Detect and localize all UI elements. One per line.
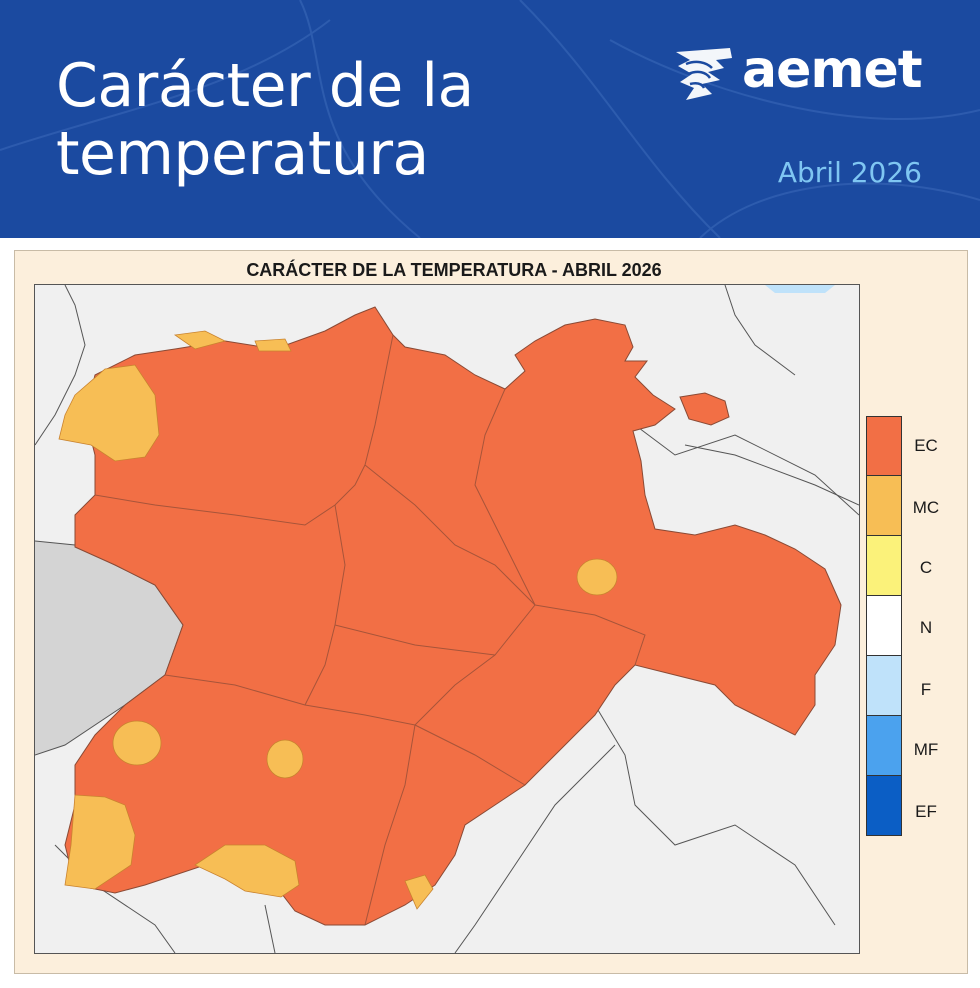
legend-label-mc: MC bbox=[912, 498, 940, 517]
report-month: Abril 2026 bbox=[777, 156, 922, 189]
temperature-map bbox=[34, 284, 860, 954]
legend-swatch-ef bbox=[866, 776, 902, 836]
mc-areas bbox=[58, 330, 618, 910]
legend-label-ec: EC bbox=[914, 436, 938, 455]
legend-label-c: C bbox=[919, 558, 933, 577]
legend-label-ef: EF bbox=[915, 802, 937, 821]
legend-swatch-mc bbox=[866, 476, 902, 536]
header-banner: Carácter de la temperatura aemet Abril 2… bbox=[0, 0, 980, 238]
sea-area bbox=[765, 285, 835, 293]
legend-swatch-mf bbox=[866, 716, 902, 776]
portugal-area bbox=[35, 541, 183, 755]
page-title: Carácter de la temperatura bbox=[56, 51, 474, 189]
legend-label-f: F bbox=[920, 680, 932, 699]
aemet-logo-icon bbox=[676, 48, 732, 100]
contour-decoration bbox=[0, 0, 980, 238]
legend-swatch-ec bbox=[866, 416, 902, 476]
map-title: CARÁCTER DE LA TEMPERATURA - ABRIL 2026 bbox=[246, 260, 662, 280]
legend-swatch-f bbox=[866, 656, 902, 716]
legend-swatch-n bbox=[866, 596, 902, 656]
legend: EC MC C N F MF EF bbox=[866, 416, 939, 836]
province-boundaries bbox=[94, 334, 646, 926]
legend-label-mf: MF bbox=[913, 740, 939, 759]
aemet-logo-text: aemet bbox=[742, 40, 923, 100]
legend-swatch-c bbox=[866, 536, 902, 596]
legend-label-n: N bbox=[919, 618, 933, 637]
exclave-region bbox=[679, 392, 730, 426]
